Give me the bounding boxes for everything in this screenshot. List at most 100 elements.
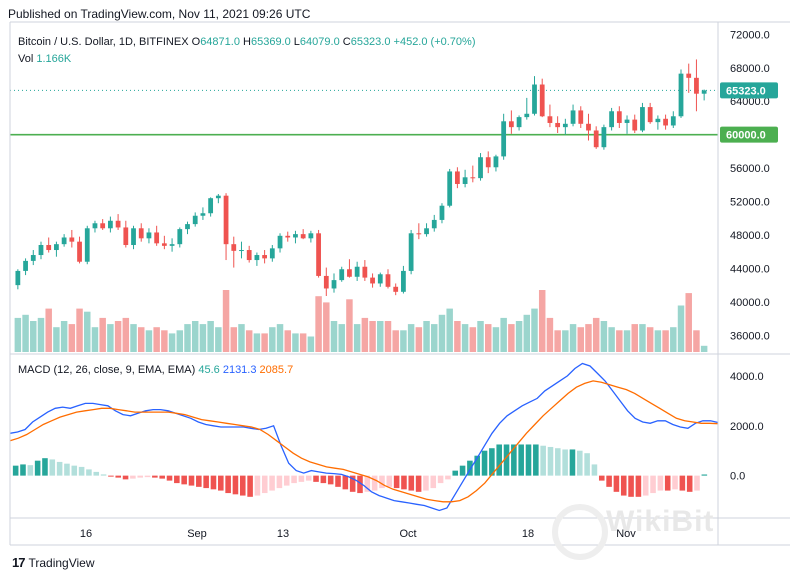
macd-histogram-bar — [49, 459, 56, 476]
volume-bar — [484, 324, 492, 352]
candle-body — [285, 235, 291, 238]
candle-body — [385, 274, 391, 287]
volume-bar — [99, 317, 106, 352]
volume-bar — [461, 324, 469, 352]
volume-bar — [538, 290, 546, 352]
macd-histogram-bar — [459, 465, 466, 476]
volume-bar — [392, 330, 399, 352]
volume-bar — [292, 333, 299, 352]
macd-histogram-bar — [672, 475, 678, 490]
volume-bar — [215, 327, 222, 352]
candle-body — [601, 127, 607, 148]
volume-bar — [353, 324, 361, 352]
candle-body — [23, 260, 28, 271]
macd-histogram-bar — [239, 475, 246, 496]
macd-histogram-bar — [93, 471, 100, 476]
candle-body — [138, 228, 144, 239]
volume-bar — [107, 324, 114, 352]
volume-bar — [646, 327, 654, 352]
macd-legend: MACD (12, 26, close, 9, EMA, EMA) 45.6 2… — [18, 364, 293, 376]
volume-bar — [114, 321, 122, 352]
volume-bar — [577, 327, 585, 352]
macd-histogram-bar — [591, 464, 598, 476]
candle-body — [578, 110, 584, 124]
macd-histogram-bar — [518, 444, 524, 476]
symbol-legend: Bitcoin / U.S. Dollar, 1D, BITFINEX O648… — [18, 36, 475, 48]
macd-histogram-bar — [56, 461, 63, 476]
watermark-logo-icon — [552, 504, 608, 560]
macd-histogram-bar — [320, 475, 327, 484]
candle-body — [200, 213, 206, 216]
macd-histogram-bar — [547, 446, 554, 476]
vol-value: 1.166K — [36, 53, 72, 65]
macd-histogram-bar — [371, 475, 378, 491]
macd-histogram-bar — [27, 465, 34, 476]
candle-body — [339, 269, 345, 281]
volume-bar — [60, 321, 68, 352]
volume-bar — [700, 345, 708, 352]
volume-bar — [284, 330, 291, 352]
candle-body — [316, 233, 321, 276]
macd-histogram-bar — [349, 475, 356, 492]
footer-brand-text: TradingView — [28, 555, 95, 570]
macd-histogram-bar — [188, 475, 195, 486]
macd-histogram-bar — [152, 475, 158, 478]
candle-body — [84, 228, 90, 262]
volume-legend: Vol 1.166K — [18, 53, 71, 65]
candle-body — [231, 244, 237, 251]
volume-bar — [631, 324, 638, 352]
macd-histogram-bar — [620, 475, 627, 496]
macd-histogram-bar — [503, 444, 510, 476]
macd-histogram-bar — [122, 475, 129, 480]
volume-bar — [30, 321, 37, 352]
candle-body — [185, 224, 190, 230]
volume-bar — [199, 324, 207, 352]
macd-histogram-bar — [144, 475, 151, 478]
macd-histogram-bar — [159, 475, 165, 479]
macd-histogram-bar — [606, 475, 612, 487]
volume-bar — [238, 324, 245, 352]
time-tick-label: Nov — [616, 528, 636, 540]
macd-title: MACD (12, 26, close, 9, EMA, EMA) — [18, 364, 196, 376]
macd-histogram-bar — [467, 460, 473, 476]
candle-body — [370, 277, 375, 284]
macd-histogram-bar — [437, 475, 444, 484]
candle-body — [493, 156, 499, 168]
macd-histogram-bar — [298, 475, 305, 482]
candle-body — [192, 215, 198, 225]
candle-body — [362, 266, 368, 278]
watermark-text: WikiBit — [606, 505, 715, 538]
macd-histogram-bar — [584, 453, 590, 476]
macd-histogram-bar — [686, 475, 693, 492]
volume-bar — [222, 290, 230, 352]
volume-bar — [338, 324, 345, 352]
candle-body — [239, 250, 244, 252]
macd-histogram-bar — [218, 475, 224, 491]
candle-body — [701, 90, 707, 94]
volume-bar — [569, 324, 577, 352]
volume-bar — [492, 327, 500, 352]
candle-body — [30, 255, 36, 261]
macd-histogram-bar — [130, 475, 136, 479]
footer-brand: 17 TradingView — [12, 555, 95, 570]
volume-bar — [191, 321, 199, 352]
volume-bar — [261, 333, 268, 352]
high-label: H — [243, 36, 251, 48]
open-value: 64871.0 — [200, 36, 240, 48]
macd-histogram-bar — [386, 475, 393, 487]
volume-bar — [145, 330, 153, 352]
macd-histogram-bar — [313, 475, 319, 482]
volume-bar — [369, 321, 376, 352]
candle-body — [632, 119, 638, 131]
volume-bar — [91, 327, 99, 352]
candle-body — [323, 275, 329, 289]
tradingview-logo-icon: 17 — [12, 555, 26, 570]
candle-body — [38, 245, 44, 256]
macd-histogram-bar — [474, 455, 481, 476]
volume-bar — [384, 321, 392, 352]
volume-bar — [168, 333, 176, 352]
axes: 72000.0 68000.0 64000.0 60000.0 56000.0 52000… — [9, 21, 790, 546]
volume-bar — [592, 317, 600, 352]
volume-bar — [245, 330, 253, 352]
